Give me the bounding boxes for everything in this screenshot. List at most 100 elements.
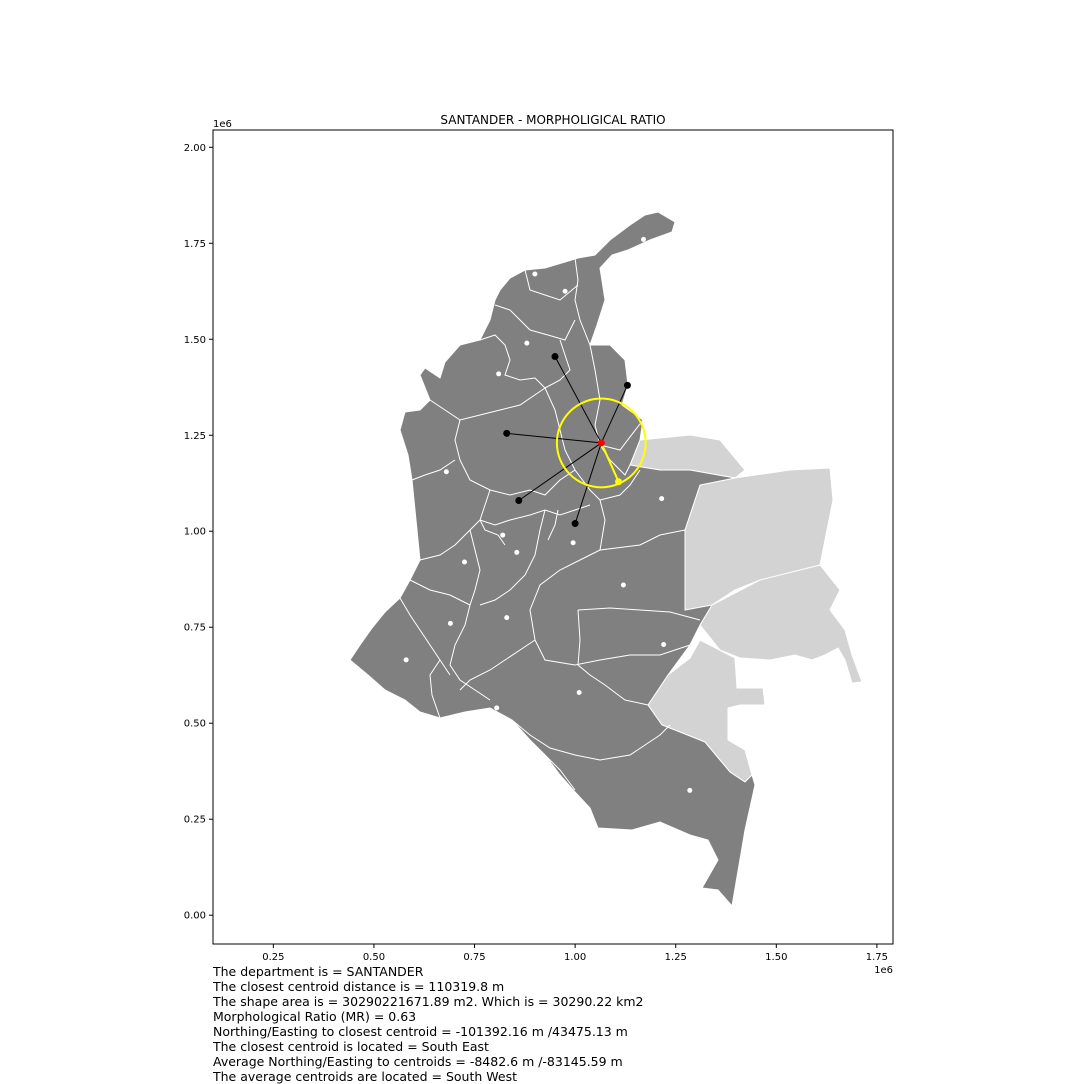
dept-boundary-13: [411, 459, 456, 481]
dept-boundary-28: [547, 509, 559, 541]
other-centroid-dot: [496, 371, 502, 377]
centroid-link-line: [506, 432, 602, 444]
info-department: The department is = SANTANDER: [213, 964, 424, 979]
dept-boundary-3: [494, 304, 576, 341]
other-centroid-dot: [461, 559, 467, 565]
map-layer: [349, 211, 863, 908]
centroid-links: [506, 356, 628, 524]
other-centroid-dot: [494, 705, 500, 711]
x-axis: 0.25 0.50 0.75 1.00 1.25 1.50 1.75: [262, 944, 888, 963]
x-tick-label: 0.25: [262, 952, 284, 963]
centroid-link-line: [574, 442, 602, 524]
info-average-offset: Average Northing/Easting to centroids = …: [213, 1054, 623, 1069]
info-closest-offset: Northing/Easting to closest centroid = -…: [213, 1024, 628, 1039]
other-centroid-dot: [576, 690, 582, 696]
dept-boundary-25: [429, 659, 441, 719]
info-closest-direction: The closest centroid is located = South …: [213, 1039, 489, 1054]
dept-boundary-8: [544, 387, 601, 501]
other-centroid-dot: [403, 657, 409, 663]
closest-centroid-marker: [615, 478, 623, 486]
dept-boundary-6: [429, 387, 546, 421]
dept-boundary-19: [529, 549, 691, 666]
y-tick-label: 1.50: [184, 335, 206, 346]
dept-boundary-14: [479, 489, 591, 526]
other-centroid-dot: [562, 288, 568, 294]
info-panel: The department is = SANTANDER The closes…: [213, 964, 1073, 1084]
centroid-link-line: [518, 442, 602, 501]
other-centroid-dot: [570, 540, 576, 546]
x-tick-label: 1.75: [866, 952, 888, 963]
region-guainia: [699, 564, 863, 684]
y-tick-label: 0.00: [184, 911, 206, 922]
other-centroid-dot: [504, 615, 510, 621]
x-tick-label: 1.50: [765, 952, 787, 963]
dept-boundary-1: [574, 257, 591, 346]
dept-boundary-26: [511, 719, 671, 761]
other-centroid-dot: [532, 271, 538, 277]
neighbor-centroid-dot: [515, 497, 523, 505]
info-closest-distance: The closest centroid distance is = 11031…: [213, 979, 505, 994]
other-centroid-dot: [659, 496, 665, 502]
other-centroid-dot: [500, 532, 506, 538]
y-offset-label: 1e6: [213, 119, 232, 130]
other-centroid-dot: [687, 787, 693, 793]
dept-boundary-24: [459, 639, 536, 691]
closest-centroid-link: [600, 442, 620, 483]
y-tick-label: 0.25: [184, 815, 206, 826]
dept-boundary-17: [479, 509, 546, 606]
dept-boundary-5: [544, 339, 571, 389]
other-centroids: [403, 236, 693, 793]
dept-boundary-27: [544, 754, 576, 791]
closest-distance-circle: [555, 397, 647, 489]
country-outline: [349, 211, 756, 908]
dept-boundary-7: [589, 344, 644, 451]
info-average-direction: The average centroids are located = Sout…: [213, 1069, 517, 1084]
dept-boundary-23: [449, 604, 491, 701]
neighbor-centroid-dot: [551, 353, 559, 361]
dept-boundary-21: [577, 607, 701, 621]
x-tick-label: 1.25: [665, 952, 687, 963]
dept-boundary-16: [469, 529, 481, 606]
y-axis: 0.00 0.25 0.50 0.75 1.00 1.25 1.50 1.75 2.00: [184, 143, 213, 922]
other-centroid-dot: [641, 236, 647, 242]
dept-boundary-29: [479, 519, 506, 546]
y-tick-label: 1.25: [184, 431, 206, 442]
centroid-link-line: [600, 385, 628, 444]
plot-title: SANTANDER - MORPHOLIGICAL RATIO: [440, 113, 665, 127]
dept-boundary-10: [599, 469, 641, 501]
other-centroid-dot: [598, 319, 604, 325]
x-offset-label: 1e6: [874, 965, 893, 976]
neighbor-centroid-dot: [623, 381, 631, 389]
x-tick-label: 0.75: [463, 952, 485, 963]
other-centroid-dot: [443, 469, 449, 475]
dept-boundary-20: [577, 609, 649, 706]
dept-boundary-4: [479, 334, 546, 389]
y-tick-label: 1.75: [184, 239, 206, 250]
centroid-link-line: [554, 356, 602, 444]
other-centroid-dot: [524, 340, 530, 346]
y-tick-label: 1.00: [184, 527, 206, 538]
dept-boundary-22: [399, 597, 451, 676]
x-tick-label: 1.00: [564, 952, 586, 963]
info-morphological-ratio: Morphological Ratio (MR) = 0.63: [213, 1009, 417, 1024]
other-centroid-dot: [514, 549, 520, 555]
dept-boundary-12: [454, 419, 576, 496]
neighbor-centroid-dot: [571, 520, 579, 528]
x-tick-label: 0.50: [363, 952, 385, 963]
other-regions: [629, 434, 863, 783]
neighbor-centroid-dot: [503, 429, 511, 437]
info-shape-area: The shape area is = 30290221671.89 m2. W…: [213, 994, 644, 1009]
other-centroid-dot: [447, 620, 453, 626]
y-tick-label: 2.00: [184, 143, 206, 154]
other-centroid-dot: [620, 582, 626, 588]
dept-boundary-11: [599, 499, 686, 551]
y-tick-label: 0.50: [184, 719, 206, 730]
y-tick-label: 0.75: [184, 623, 206, 634]
neighbor-centroids: [503, 353, 631, 528]
dept-boundary-2: [524, 269, 579, 301]
other-centroid-dot: [661, 642, 667, 648]
selected-centroid-marker: [597, 439, 605, 447]
dept-boundary-18: [409, 579, 471, 606]
dept-boundary-15: [419, 519, 481, 561]
